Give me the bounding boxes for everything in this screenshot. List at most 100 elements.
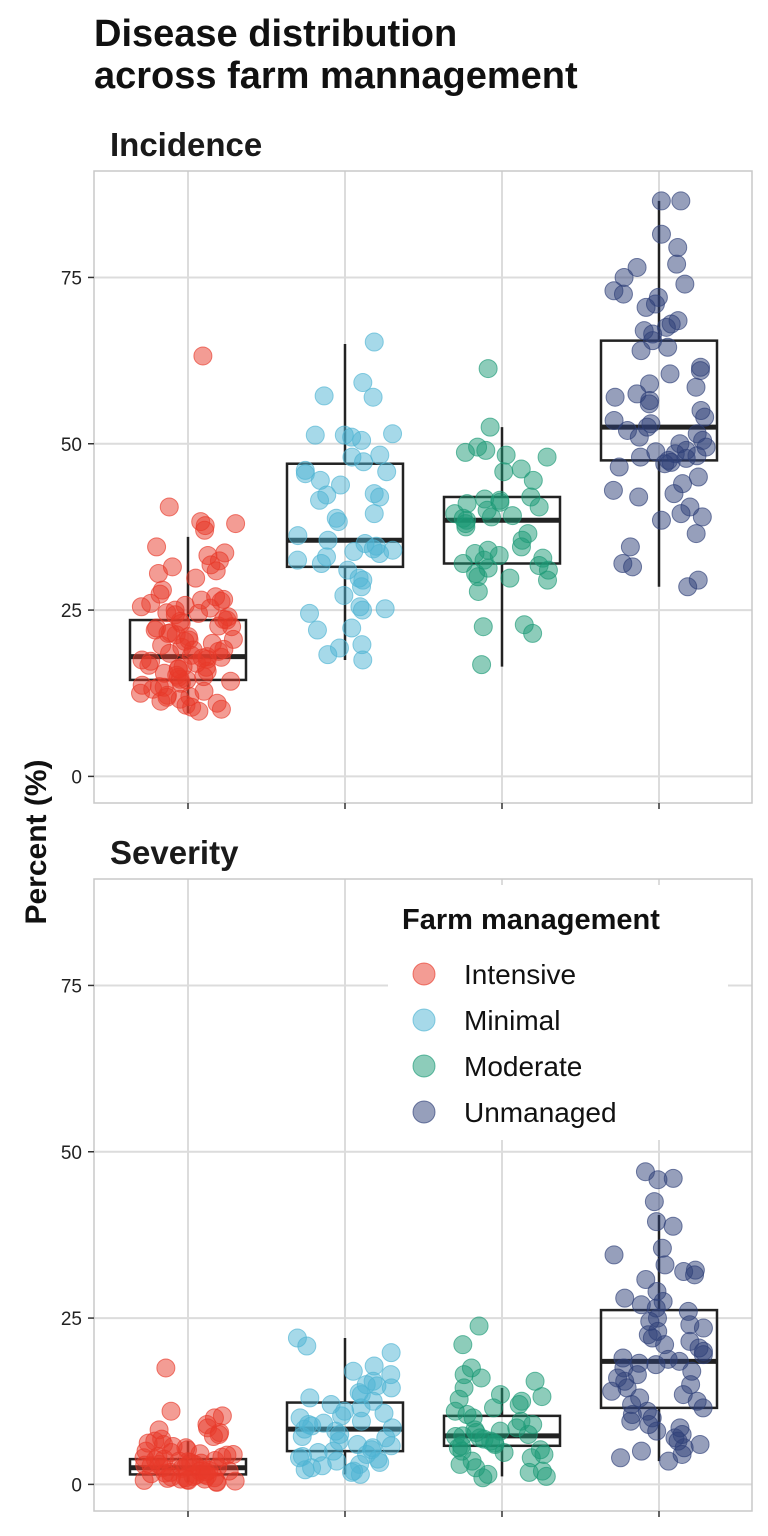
data-point	[500, 568, 520, 588]
data-point	[295, 1419, 315, 1439]
data-point	[658, 337, 678, 357]
legend: Farm management Intensive Minimal Moderate U…	[388, 885, 728, 1140]
data-point	[602, 1381, 622, 1401]
y-tick-label: 50	[61, 1143, 82, 1164]
points-minimal	[287, 1328, 402, 1484]
data-point	[211, 699, 231, 719]
data-point	[381, 1378, 401, 1398]
y-tick-label: 0	[71, 1475, 82, 1496]
legend-key-intensive	[412, 962, 436, 986]
data-point	[651, 510, 671, 530]
panel-border	[93, 878, 753, 1512]
data-point	[523, 623, 543, 643]
data-point	[629, 487, 649, 507]
data-point	[693, 1318, 713, 1338]
data-point	[651, 224, 671, 244]
data-point	[203, 1426, 223, 1446]
data-point	[297, 1336, 317, 1356]
data-point	[671, 191, 691, 211]
y-tick-label: 75	[61, 976, 82, 997]
data-point	[160, 643, 180, 663]
data-point	[693, 1345, 713, 1365]
panel-incidence: Incidence 0 25 50 75	[61, 126, 753, 809]
data-point	[615, 1288, 635, 1308]
data-point	[453, 554, 473, 574]
panels: Incidence 0 25 50 75 Severity 0 25 50 75	[61, 126, 753, 1517]
data-point	[370, 445, 390, 465]
data-point	[468, 581, 488, 601]
data-point	[453, 1335, 473, 1355]
data-point	[295, 1460, 315, 1480]
data-point	[647, 1421, 667, 1441]
data-point	[149, 677, 169, 697]
data-point	[381, 1343, 401, 1363]
data-point	[217, 610, 237, 630]
data-point	[655, 1255, 675, 1275]
data-point	[370, 1452, 390, 1472]
legend-title: Farm management	[402, 904, 660, 936]
data-point	[159, 497, 179, 517]
data-point	[668, 238, 688, 258]
data-point	[669, 1351, 689, 1371]
data-point	[690, 361, 710, 381]
data-point	[377, 462, 397, 482]
data-point	[688, 467, 708, 487]
data-point	[314, 386, 334, 406]
data-point	[180, 687, 200, 707]
data-point	[147, 537, 167, 557]
data-point	[663, 1216, 683, 1236]
data-point	[532, 1387, 552, 1407]
data-point	[226, 514, 246, 534]
data-point	[310, 490, 330, 510]
data-point	[695, 407, 715, 427]
legend-background	[388, 885, 728, 1140]
data-point	[685, 1265, 705, 1285]
data-point	[370, 544, 390, 564]
data-point	[518, 1424, 538, 1444]
data-point	[537, 447, 557, 467]
data-point	[381, 1436, 401, 1456]
data-point	[374, 1403, 394, 1423]
data-point	[473, 617, 493, 637]
data-point	[193, 346, 213, 366]
data-point	[179, 630, 199, 650]
points-intensive	[134, 1358, 245, 1492]
data-point	[161, 1467, 181, 1487]
points-unmanaged	[602, 1162, 713, 1471]
data-point	[305, 425, 325, 445]
data-point	[469, 1316, 489, 1336]
data-point	[686, 377, 706, 397]
data-point	[529, 497, 549, 517]
data-point	[168, 659, 188, 679]
data-point	[307, 620, 327, 640]
data-point	[383, 424, 403, 444]
data-point	[456, 517, 476, 537]
legend-key-unmanaged	[412, 1100, 436, 1124]
legend-label: Moderate	[464, 1051, 582, 1082]
chart-title-line: across farm mannagement	[94, 55, 578, 97]
data-point	[502, 506, 522, 526]
data-point	[646, 1212, 666, 1232]
data-point	[603, 480, 623, 500]
data-point	[145, 1450, 165, 1470]
data-point	[623, 557, 643, 577]
data-point	[678, 577, 698, 597]
y-tick-label: 0	[71, 767, 82, 788]
data-point	[630, 447, 650, 467]
chart-title-line: Disease distribution	[94, 13, 457, 55]
panel-title: Incidence	[110, 126, 262, 163]
data-point	[186, 568, 206, 588]
data-point	[375, 599, 395, 619]
data-point	[352, 430, 372, 450]
data-point	[300, 603, 320, 623]
data-point	[199, 1460, 219, 1480]
legend-label: Minimal	[464, 1005, 560, 1036]
data-point	[354, 452, 374, 472]
panel-title: Severity	[110, 834, 239, 871]
data-point	[538, 570, 558, 590]
legend-key-minimal	[412, 1008, 436, 1032]
data-point	[478, 359, 498, 379]
data-point	[331, 475, 351, 495]
data-point	[189, 701, 209, 721]
